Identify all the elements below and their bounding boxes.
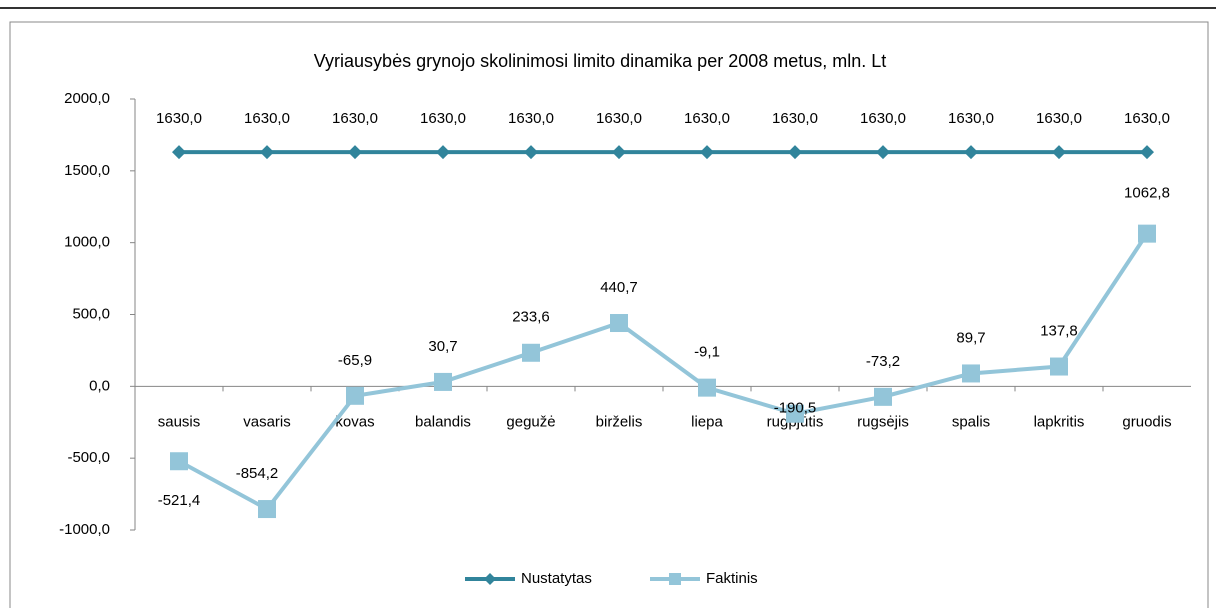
data-label: 89,7 <box>956 329 985 346</box>
point-marker <box>436 145 450 160</box>
x-tick-label: gruodis <box>1122 413 1171 430</box>
data-label: 1630,0 <box>420 110 466 127</box>
data-label: 1630,0 <box>596 110 642 127</box>
legend-label: Faktinis <box>706 570 758 587</box>
point-marker <box>786 404 804 423</box>
point-marker <box>1052 145 1066 160</box>
data-label: 1630,0 <box>1036 110 1082 127</box>
point-marker <box>522 343 540 362</box>
data-label: 1630,0 <box>332 110 378 127</box>
point-marker <box>964 145 978 160</box>
y-tick-label: 1500,0 <box>64 162 110 179</box>
y-tick-label: 500,0 <box>72 305 110 322</box>
data-label: 233,6 <box>512 309 550 326</box>
data-label: 1630,0 <box>508 110 554 127</box>
point-marker <box>258 500 276 519</box>
x-tick-label: liepa <box>691 413 723 430</box>
x-tick-label: rugsėjis <box>857 413 909 430</box>
data-label: 440,7 <box>600 279 638 296</box>
data-label: 1630,0 <box>772 110 818 127</box>
legend-label: Nustatytas <box>521 570 592 587</box>
point-marker <box>700 145 714 160</box>
data-label: -73,2 <box>866 353 900 370</box>
point-marker <box>346 386 364 405</box>
data-label: -521,4 <box>158 492 201 509</box>
y-tick-label: -500,0 <box>67 449 110 466</box>
data-label: -854,2 <box>236 465 279 482</box>
point-marker <box>788 145 802 160</box>
legend-marker <box>669 573 681 585</box>
y-tick-label: 1000,0 <box>64 234 110 251</box>
data-label: 1630,0 <box>1124 110 1170 127</box>
data-label: 30,7 <box>428 338 457 355</box>
point-marker <box>1138 224 1156 243</box>
x-tick-label: vasaris <box>243 413 291 430</box>
point-marker <box>610 314 628 333</box>
chart-title: Vyriausybės grynojo skolinimosi limito d… <box>314 51 887 71</box>
data-label: 1630,0 <box>156 110 202 127</box>
point-marker <box>348 145 362 160</box>
data-label: -190,5 <box>774 400 817 417</box>
data-label: 1062,8 <box>1124 185 1170 202</box>
series-line <box>178 232 1149 512</box>
point-marker <box>962 364 980 383</box>
legend-marker <box>484 573 496 585</box>
chart-frame <box>9 21 1209 608</box>
data-label: 1630,0 <box>948 110 994 127</box>
data-label: 1630,0 <box>860 110 906 127</box>
point-marker <box>1050 357 1068 376</box>
point-marker <box>524 145 538 160</box>
data-label: 137,8 <box>1040 323 1078 340</box>
point-marker <box>874 387 892 406</box>
x-tick-label: kovas <box>335 413 374 430</box>
point-marker <box>172 145 186 160</box>
x-tick-label: balandis <box>415 413 471 430</box>
point-marker <box>260 145 274 160</box>
x-tick-label: lapkritis <box>1034 413 1085 430</box>
x-tick-label: sausis <box>158 413 201 430</box>
data-label: 1630,0 <box>244 110 290 127</box>
y-tick-label: 0,0 <box>89 377 110 394</box>
data-label: -9,1 <box>694 344 720 361</box>
point-marker <box>698 378 716 397</box>
point-marker <box>170 452 188 471</box>
x-tick-label: gegužė <box>506 413 555 430</box>
x-tick-label: birželis <box>596 413 643 430</box>
y-tick-label: 2000,0 <box>64 90 110 107</box>
x-tick-label: spalis <box>952 413 990 430</box>
point-marker <box>434 372 452 391</box>
point-marker <box>876 145 890 160</box>
point-marker <box>612 145 626 160</box>
y-tick-label: -1000,0 <box>59 521 110 538</box>
point-marker <box>1140 145 1154 160</box>
data-label: -65,9 <box>338 352 372 369</box>
data-label: 1630,0 <box>684 110 730 127</box>
